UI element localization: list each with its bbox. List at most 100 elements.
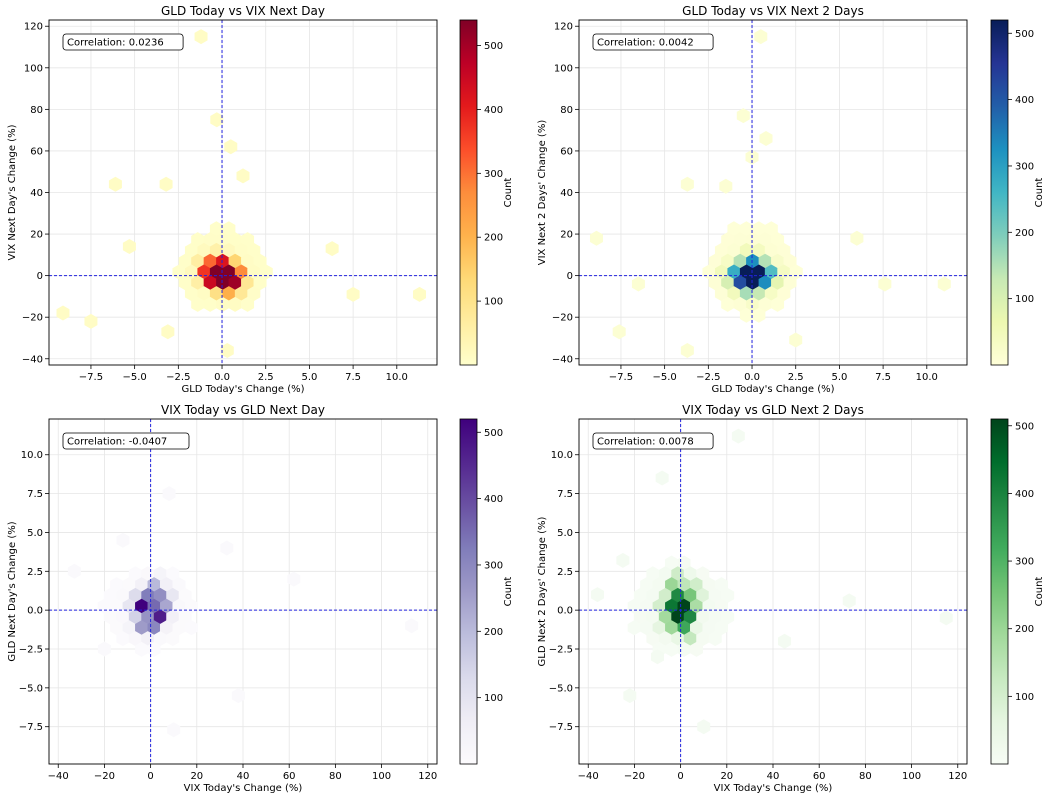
y-tick-label: 80 — [560, 105, 573, 116]
y-tick-label: 10.0 — [21, 450, 43, 461]
hex-bin — [627, 620, 641, 636]
x-tick-label: 40 — [237, 771, 250, 782]
hex-bin-outlier — [161, 324, 175, 340]
hex-bin — [683, 587, 697, 603]
hex-bin — [234, 242, 248, 258]
hex-bin — [241, 296, 255, 312]
x-tick-label: 40 — [767, 771, 780, 782]
hex-bin — [228, 253, 242, 269]
chart-title: VIX Today vs GLD Next 2 Days — [682, 403, 864, 417]
hex-bin — [646, 631, 660, 647]
hex-bin — [228, 232, 242, 248]
hex-bin — [253, 253, 267, 269]
hex-bin-outlier — [842, 593, 856, 609]
hex-bin — [683, 566, 697, 582]
x-axis-label: GLD Today's Change (%) — [711, 384, 834, 395]
hex-bin — [696, 587, 710, 603]
hex-bin — [103, 587, 117, 603]
y-tick-label: 5.0 — [27, 528, 43, 539]
colorbar-tick-label: 100 — [1015, 294, 1034, 305]
x-tick-label: 10.0 — [916, 372, 938, 383]
hex-bin — [116, 609, 130, 625]
y-axis-label: VIX Next Day's Change (%) — [7, 124, 18, 260]
hex-bin — [178, 587, 192, 603]
hex-bin — [764, 221, 778, 237]
hex-bin — [746, 296, 760, 312]
colorbar-tick-label: 500 — [1015, 29, 1034, 40]
y-tick-label: −5.0 — [549, 683, 573, 694]
y-tick-label: −40 — [22, 354, 43, 365]
hex-bin — [783, 253, 797, 269]
y-tick-label: 10.0 — [551, 450, 573, 461]
hex-bin — [184, 286, 198, 302]
hex-bin — [714, 286, 728, 302]
hex-bin-outlier — [220, 540, 234, 556]
y-tick-label: 2.5 — [27, 567, 43, 578]
y-tick-label: 20 — [560, 230, 573, 241]
y-tick-label: 40 — [560, 188, 573, 199]
hex-bin — [646, 609, 660, 625]
hex-bin-outlier — [194, 29, 208, 45]
hex-bin — [128, 587, 142, 603]
hex-bin — [721, 275, 735, 291]
hex-bin-outlier — [210, 112, 224, 128]
correlation-box — [592, 33, 714, 51]
hexbin-layer — [56, 29, 427, 358]
hex-bin — [721, 296, 735, 312]
y-tick-label: 100 — [24, 63, 43, 74]
colorbar — [459, 19, 478, 366]
hex-bin — [727, 286, 741, 302]
y-tick-label: 120 — [554, 22, 573, 33]
y-tick-label: −7.5 — [549, 722, 573, 733]
hex-bin-outlier — [325, 241, 339, 257]
hex-bin — [216, 275, 230, 291]
hex-bin-outlier — [287, 571, 301, 587]
hex-bin-outlier — [731, 428, 745, 444]
x-axis-label: VIX Today's Change (%) — [184, 783, 303, 794]
hex-bin-outlier — [220, 342, 234, 358]
hex-bin — [241, 253, 255, 269]
hex-bin — [203, 253, 217, 269]
hex-bin — [122, 620, 136, 636]
hex-bin — [733, 275, 747, 291]
x-tick-label: 60 — [283, 771, 296, 782]
hex-bin — [116, 587, 130, 603]
hexbin-layer — [589, 29, 951, 358]
colorbar-tick-label: 400 — [484, 105, 503, 116]
x-tick-label: 5.0 — [831, 372, 847, 383]
y-tick-label: 60 — [560, 146, 573, 157]
hex-bin — [746, 275, 760, 291]
hex-bin-outlier — [778, 633, 792, 649]
hex-bin-outlier — [939, 610, 953, 626]
hex-bin — [172, 577, 186, 593]
hex-bin-outlier — [612, 324, 626, 340]
colorbar-tick-label: 500 — [484, 428, 503, 439]
hex-bin-outlier — [231, 688, 245, 704]
hex-bin-outlier — [346, 286, 360, 302]
hex-bin — [739, 307, 753, 323]
hex-bin — [652, 577, 666, 593]
colorbar-tick-label: 200 — [484, 627, 503, 638]
hex-bin — [696, 566, 710, 582]
hex-bin — [191, 253, 205, 269]
hex-bin — [752, 286, 766, 302]
hex-bin — [203, 275, 217, 291]
colorbar-tick-label: 400 — [1015, 489, 1034, 500]
hex-bin — [103, 609, 117, 625]
hex-bin — [658, 609, 672, 625]
correlation-label: Correlation: -0.0407 — [67, 437, 167, 448]
x-tick-label: −5.0 — [652, 372, 676, 383]
hex-bin-outlier — [789, 332, 803, 348]
hex-bin — [746, 232, 760, 248]
hex-bin — [203, 296, 217, 312]
hex-bin — [746, 253, 760, 269]
x-tick-label: 7.5 — [345, 372, 361, 383]
x-tick-label: −20 — [624, 771, 645, 782]
hex-bin-outlier — [616, 552, 630, 568]
x-tick-label: −2.5 — [166, 372, 190, 383]
hex-bin — [640, 620, 654, 636]
colorbar-label: Count — [503, 577, 514, 607]
hex-bin-outlier — [159, 176, 173, 192]
correlation-label: Correlation: 0.0236 — [67, 38, 164, 49]
hex-bin — [209, 286, 223, 302]
